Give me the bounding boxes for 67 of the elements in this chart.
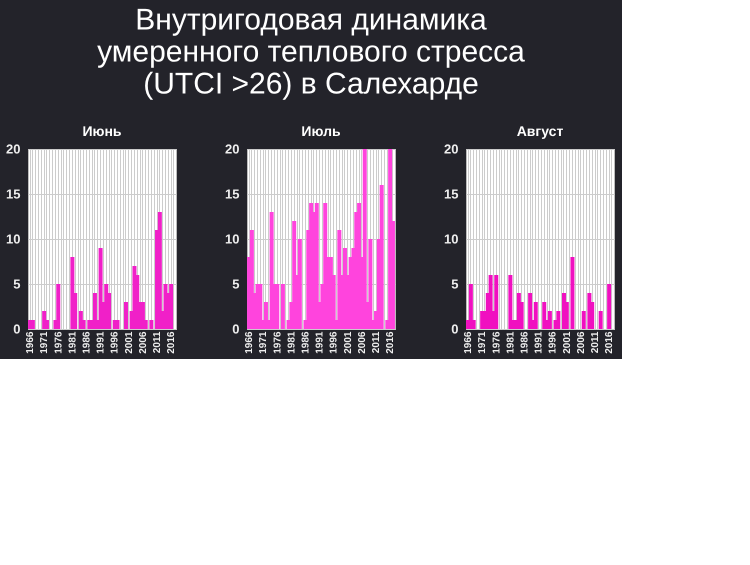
- bar: [494, 275, 498, 329]
- x-tick-label: 2001: [562, 331, 573, 354]
- y-tick-label: 15: [6, 186, 20, 202]
- x-tick-label: 1996: [328, 331, 340, 354]
- x-tick-label: 1976: [272, 331, 284, 354]
- x-tick-label: 2006: [138, 331, 149, 354]
- x-tick-label: 1971: [477, 331, 488, 354]
- x-tick-label: 1991: [534, 331, 545, 354]
- y-tick-label: 10: [444, 232, 458, 246]
- x-tick-label: 2006: [576, 331, 587, 354]
- x-tick-label: 1976: [491, 331, 502, 354]
- chart-title: Июнь: [82, 123, 122, 139]
- x-tick-label: 1976: [53, 331, 64, 354]
- y-tick-label: 10: [225, 232, 240, 246]
- x-tick-label: 2011: [371, 331, 382, 354]
- bar: [116, 320, 120, 329]
- y-tick-label: 5: [232, 276, 240, 292]
- x-tick-label: 1996: [110, 331, 121, 354]
- bar: [508, 275, 512, 329]
- x-tick-label: 1996: [548, 331, 559, 354]
- x-tick-label: 1991: [96, 331, 107, 354]
- x-tick-label: 1966: [25, 331, 36, 354]
- chart-title: Июль: [301, 123, 341, 139]
- y-tick-label: 5: [451, 276, 458, 292]
- bar: [582, 311, 586, 329]
- bar: [598, 311, 603, 329]
- x-tick-label: 2011: [152, 331, 164, 354]
- y-tick-label: 20: [225, 142, 240, 156]
- y-tick-label: 20: [444, 142, 458, 156]
- x-tick-label: 2011: [590, 331, 602, 354]
- x-tick-label: 1986: [81, 331, 92, 354]
- x-tick-label: 1981: [286, 331, 298, 354]
- bar: [380, 185, 384, 329]
- x-tick-label: 1971: [258, 331, 270, 354]
- bar: [607, 284, 612, 329]
- x-tick-label: 2001: [124, 331, 135, 354]
- text: Внутригодовая динамика умеренного теплового стресса (UTCI >26) в Салехарде: [97, 4, 526, 100]
- bar: [488, 275, 493, 329]
- bar: [468, 284, 473, 329]
- y-tick-label: 0: [232, 322, 240, 336]
- y-tick-label: 20: [6, 142, 20, 156]
- x-tick-label: 1991: [314, 331, 326, 354]
- y-tick-label: 5: [13, 276, 20, 292]
- x-tick-label: 2001: [342, 331, 354, 354]
- x-tick-label: 2006: [356, 331, 368, 354]
- x-tick-label: 2016: [166, 331, 178, 354]
- bar: [534, 302, 538, 329]
- y-tick-label: 10: [6, 232, 20, 246]
- x-tick-label: 1981: [67, 331, 78, 354]
- chart-title: Август: [516, 123, 564, 139]
- bar: [542, 302, 546, 329]
- y-tick-label: 0: [451, 322, 458, 336]
- x-tick-label: 2016: [385, 331, 396, 354]
- y-tick-label: 0: [13, 322, 20, 336]
- bar: [528, 293, 532, 329]
- bar: [314, 203, 319, 329]
- x-tick-label: 2016: [604, 331, 616, 354]
- y-tick-label: 15: [444, 186, 458, 202]
- x-tick-label: 1981: [505, 331, 516, 354]
- x-tick-label: 1971: [39, 331, 50, 354]
- x-tick-label: 1966: [244, 331, 256, 354]
- y-tick-label: 15: [225, 186, 240, 202]
- bar: [30, 320, 35, 329]
- bar: [56, 284, 60, 329]
- x-tick-label: 1986: [300, 331, 312, 354]
- x-tick-label: 1986: [519, 331, 530, 354]
- x-tick-label: 1966: [463, 331, 474, 354]
